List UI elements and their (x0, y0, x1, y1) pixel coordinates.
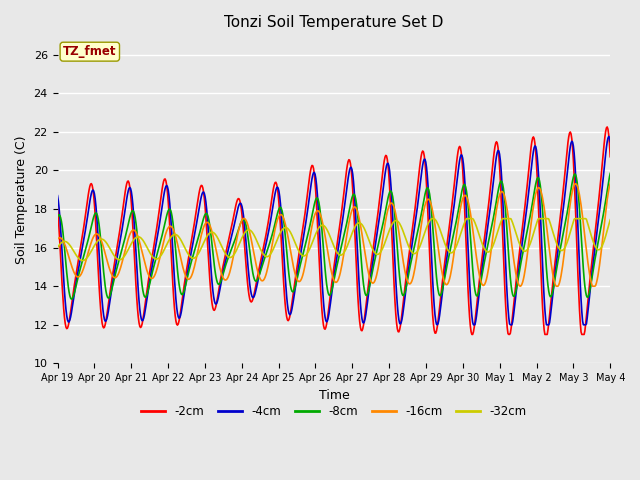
-2cm (468, 332, 476, 337)
-32cm (177, 238, 185, 244)
-2cm (401, 284, 409, 289)
Line: -16cm: -16cm (58, 183, 611, 286)
-32cm (122, 252, 129, 258)
-8cm (402, 286, 410, 292)
-16cm (177, 254, 184, 260)
-4cm (206, 248, 214, 253)
-32cm (64, 240, 72, 246)
-4cm (120, 212, 128, 217)
-2cm (54, 203, 61, 209)
-32cm (54, 245, 61, 251)
-4cm (607, 139, 614, 144)
-16cm (516, 283, 524, 289)
-2cm (120, 194, 128, 200)
-16cm (607, 180, 614, 186)
Line: -2cm: -2cm (58, 127, 611, 335)
-16cm (64, 250, 72, 255)
Title: Tonzi Soil Temperature Set D: Tonzi Soil Temperature Set D (224, 15, 444, 30)
-32cm (428, 216, 436, 222)
Line: -32cm: -32cm (58, 219, 611, 261)
-16cm (206, 222, 214, 228)
-2cm (417, 154, 425, 159)
-8cm (207, 228, 214, 234)
X-axis label: Time: Time (319, 389, 349, 402)
Line: -8cm: -8cm (58, 173, 611, 299)
Legend: -2cm, -4cm, -8cm, -16cm, -32cm: -2cm, -4cm, -8cm, -16cm, -32cm (136, 401, 531, 423)
-32cm (207, 229, 214, 235)
-16cm (401, 269, 409, 275)
-4cm (417, 173, 425, 179)
-32cm (418, 238, 426, 244)
Y-axis label: Soil Temperature (C): Soil Temperature (C) (15, 135, 28, 264)
-4cm (64, 317, 72, 323)
-16cm (120, 250, 128, 256)
-2cm (64, 325, 72, 331)
-2cm (177, 309, 184, 315)
-8cm (68, 296, 76, 302)
-8cm (177, 291, 185, 297)
-4cm (177, 312, 184, 318)
-4cm (54, 193, 61, 199)
-4cm (605, 133, 612, 139)
-16cm (54, 236, 61, 242)
-8cm (64, 277, 72, 283)
-4cm (401, 294, 409, 300)
Text: TZ_fmet: TZ_fmet (63, 45, 116, 58)
-32cm (79, 258, 87, 264)
-32cm (402, 236, 410, 241)
-2cm (604, 124, 611, 130)
-8cm (607, 170, 614, 176)
-32cm (607, 217, 614, 223)
-16cm (417, 223, 425, 229)
Line: -4cm: -4cm (58, 136, 611, 325)
-4cm (433, 322, 441, 328)
-2cm (607, 154, 614, 160)
-8cm (418, 208, 426, 214)
-8cm (54, 214, 61, 220)
-8cm (122, 235, 129, 240)
-2cm (206, 276, 214, 281)
